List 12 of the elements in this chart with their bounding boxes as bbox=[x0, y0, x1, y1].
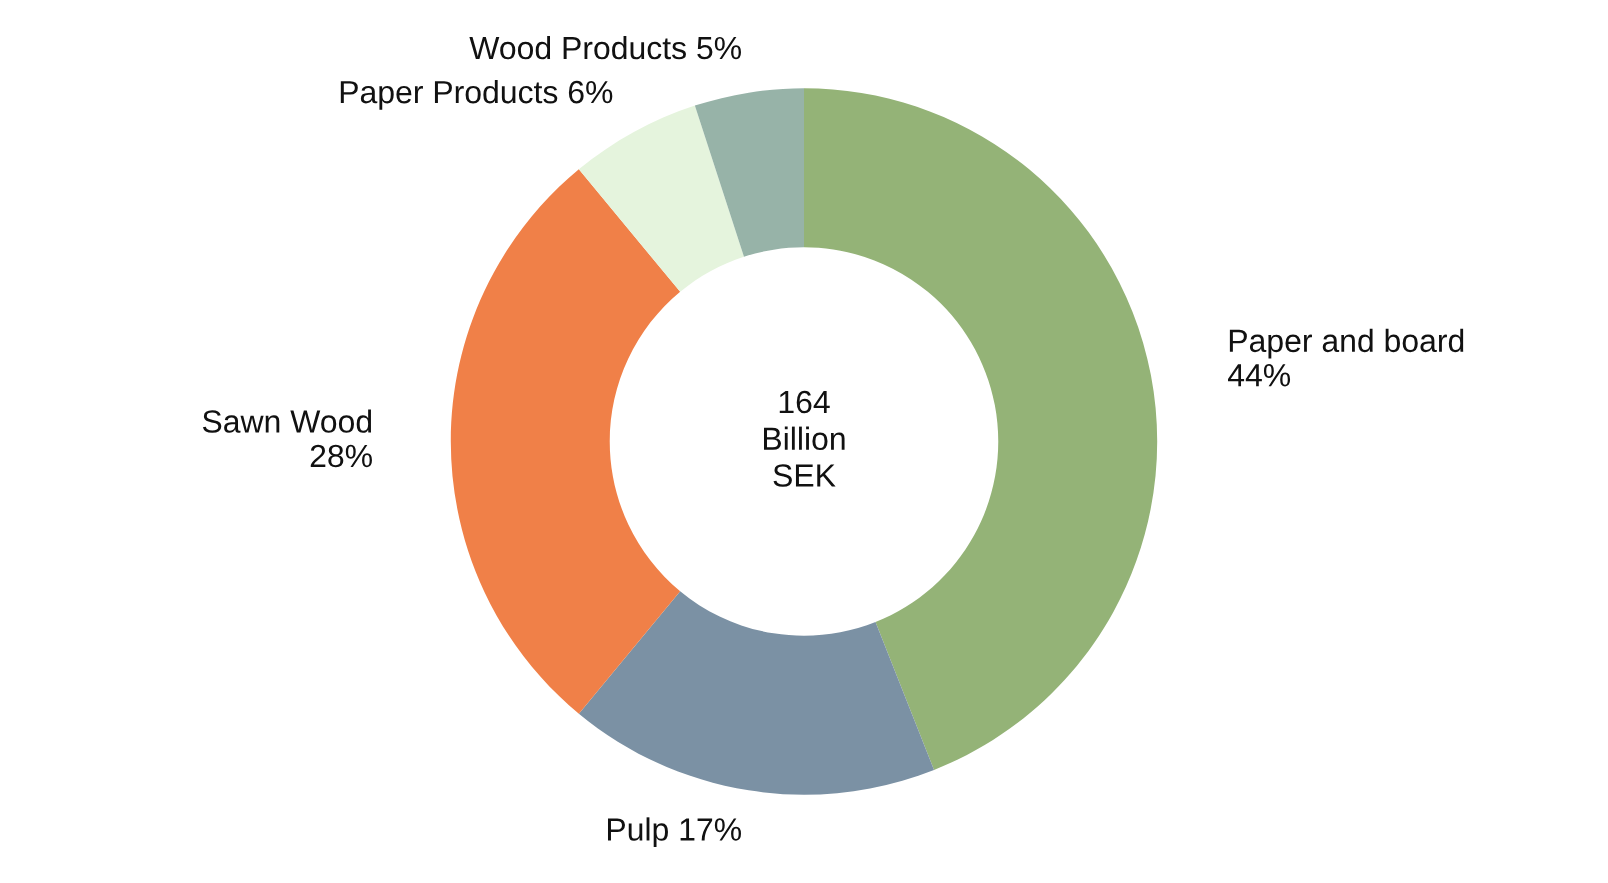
slice-label: Paper and board bbox=[1229, 328, 1464, 359]
slice-label: Pulp 17% bbox=[608, 817, 741, 848]
slice-label: Sawn Wood bbox=[202, 409, 372, 433]
donut-slice bbox=[694, 88, 804, 257]
slice-label: Paper Products 6% bbox=[340, 79, 613, 110]
text: 164 Billion SEK bbox=[764, 390, 845, 487]
donut-slice bbox=[578, 105, 744, 292]
data-label: 44% bbox=[1228, 364, 1291, 387]
donut-slice bbox=[450, 169, 681, 714]
slice-label: Wood Products 5% bbox=[469, 35, 741, 60]
donut-slice bbox=[578, 591, 935, 795]
data-label: 28% bbox=[310, 444, 372, 468]
